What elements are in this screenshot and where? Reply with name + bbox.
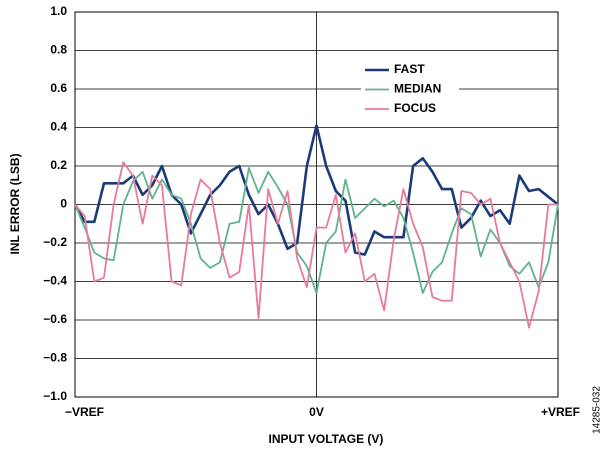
y-tick-label: 1.0 bbox=[50, 4, 67, 18]
y-tick-label: −0.6 bbox=[43, 312, 67, 326]
y-tick-label: 0.6 bbox=[50, 81, 67, 95]
y-tick-label: −0.2 bbox=[43, 235, 67, 249]
y-axis-label: INL ERROR (LSB) bbox=[8, 153, 22, 254]
line-series bbox=[74, 161, 558, 329]
y-tick-label: −0.4 bbox=[43, 274, 67, 288]
figure-id: 14285-032 bbox=[592, 386, 603, 434]
y-tick-label: −0.8 bbox=[43, 351, 67, 365]
legend-label: FAST bbox=[394, 62, 425, 76]
y-tick-label: 0.4 bbox=[50, 120, 67, 134]
x-tick-label: +VREF bbox=[541, 405, 580, 419]
y-tick-label: 0.8 bbox=[50, 43, 67, 57]
y-tick-label: −1.0 bbox=[43, 389, 67, 403]
legend-label: FOCUS bbox=[394, 101, 436, 115]
y-tick-label: 0.2 bbox=[50, 158, 67, 172]
x-tick-label: 0V bbox=[309, 405, 324, 419]
legend-label: MEDIAN bbox=[394, 82, 441, 96]
x-tick-label: −VREF bbox=[65, 405, 104, 419]
x-axis-label: INPUT VOLTAGE (V) bbox=[269, 432, 384, 446]
line-series bbox=[74, 167, 559, 294]
y-tick-label: 0 bbox=[60, 197, 67, 211]
